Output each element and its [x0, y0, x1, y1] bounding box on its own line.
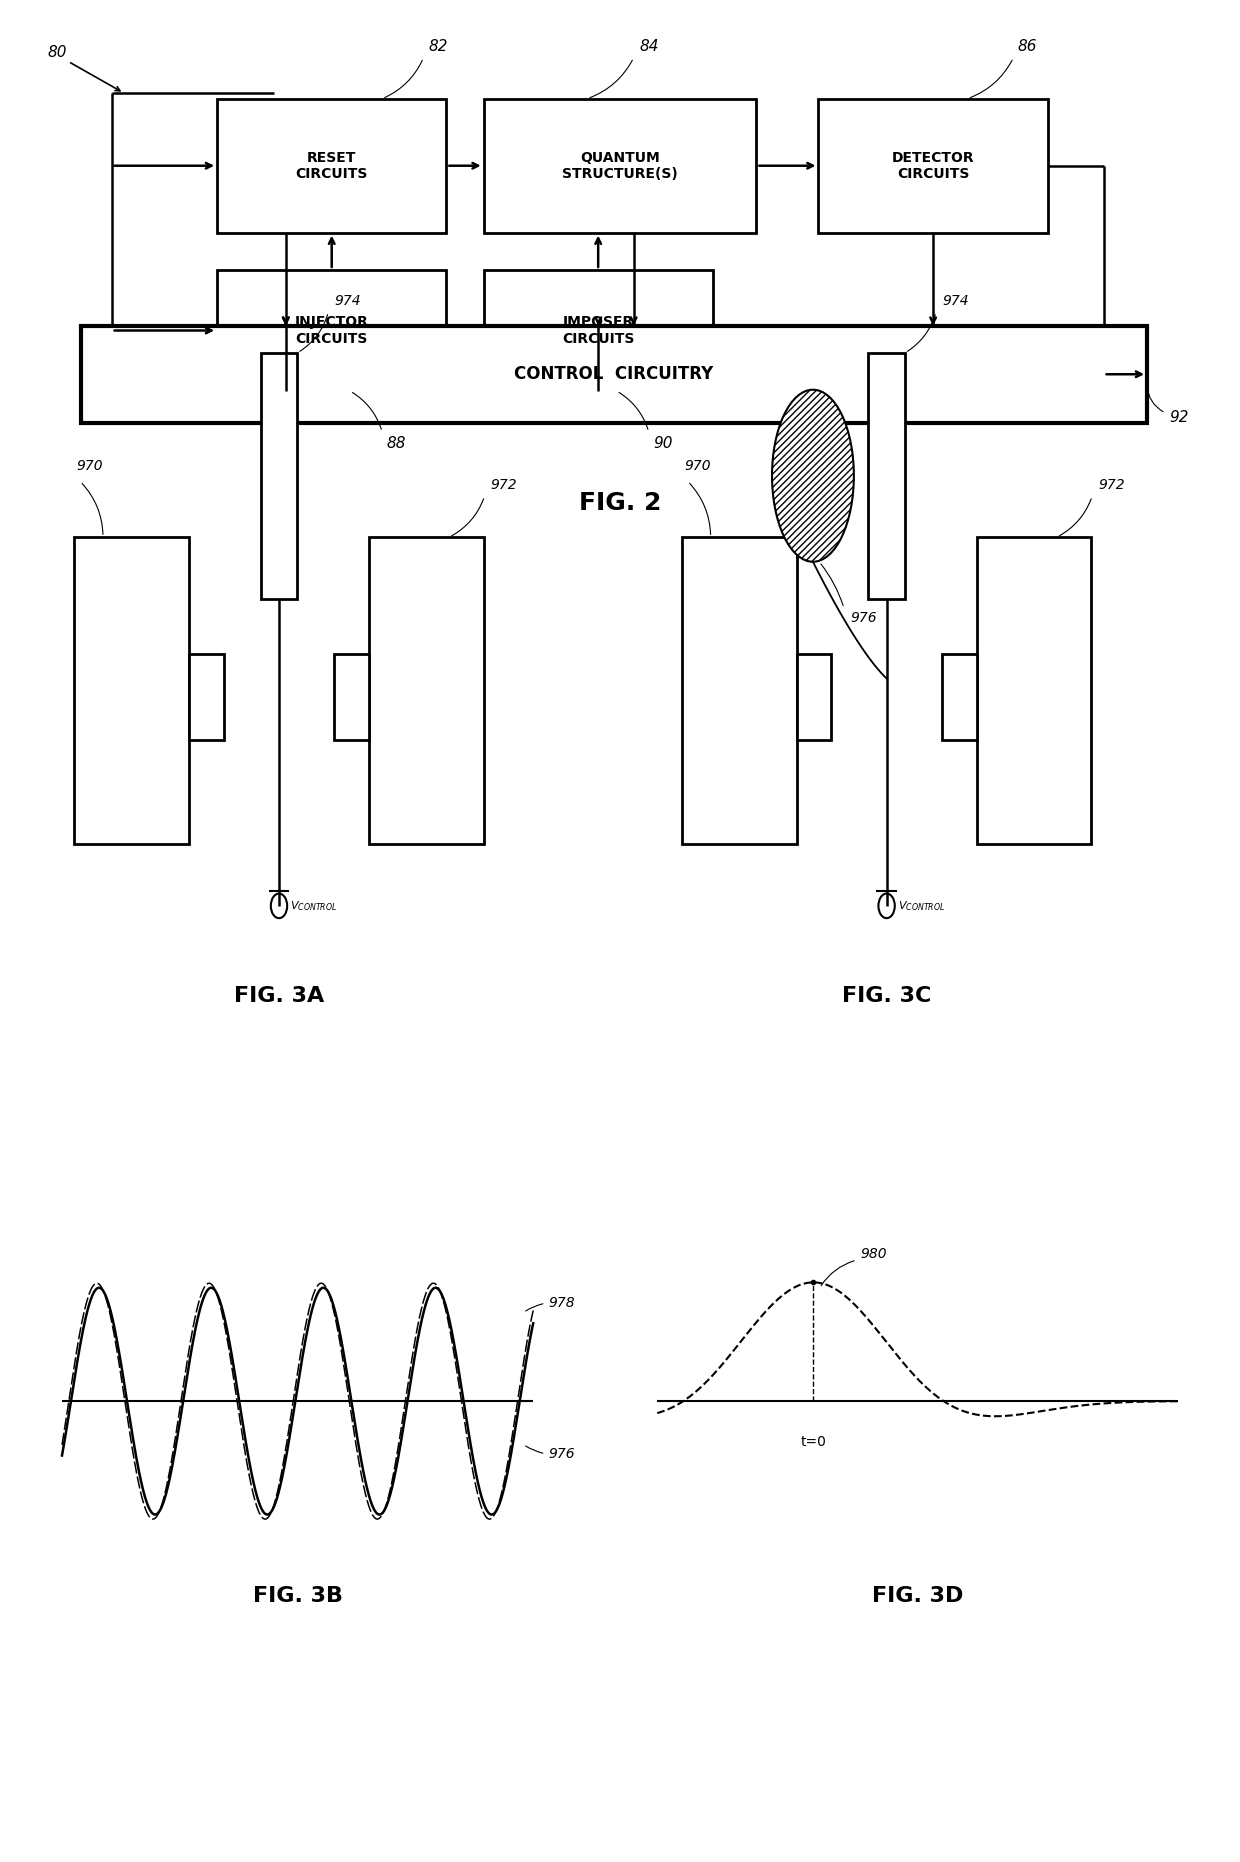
Text: QUANTUM
STRUCTURE(S): QUANTUM STRUCTURE(S): [562, 151, 678, 181]
FancyBboxPatch shape: [868, 352, 905, 598]
Text: $V_{CONTROL}$: $V_{CONTROL}$: [898, 899, 945, 912]
Text: INJECTOR
CIRCUITS: INJECTOR CIRCUITS: [295, 315, 368, 346]
FancyBboxPatch shape: [796, 654, 831, 739]
Text: 88: 88: [387, 436, 407, 451]
FancyBboxPatch shape: [818, 99, 1048, 233]
FancyBboxPatch shape: [370, 536, 484, 845]
FancyBboxPatch shape: [484, 99, 756, 233]
Text: 82: 82: [428, 39, 448, 54]
Text: FIG. 3A: FIG. 3A: [234, 987, 324, 1005]
Text: RESET
CIRCUITS: RESET CIRCUITS: [295, 151, 368, 181]
Text: 86: 86: [1018, 39, 1038, 54]
Text: 970: 970: [684, 460, 711, 473]
Text: 92: 92: [1169, 410, 1189, 425]
Text: 980: 980: [861, 1248, 887, 1261]
Text: 974: 974: [942, 294, 968, 307]
Text: 84: 84: [639, 39, 658, 54]
Text: t=0: t=0: [801, 1436, 826, 1449]
FancyBboxPatch shape: [81, 326, 1147, 423]
Text: FIG. 3D: FIG. 3D: [872, 1586, 963, 1605]
Text: 978: 978: [548, 1296, 574, 1311]
Text: IMPOSER
CIRCUITS: IMPOSER CIRCUITS: [562, 315, 635, 346]
FancyBboxPatch shape: [682, 536, 796, 845]
Text: 972: 972: [491, 479, 517, 492]
Text: FIG. 3C: FIG. 3C: [842, 987, 931, 1005]
FancyBboxPatch shape: [977, 536, 1091, 845]
FancyBboxPatch shape: [217, 99, 446, 233]
FancyBboxPatch shape: [217, 270, 446, 391]
FancyBboxPatch shape: [74, 536, 188, 845]
FancyBboxPatch shape: [942, 654, 977, 739]
Text: 972: 972: [1099, 479, 1125, 492]
Text: FIG. 2: FIG. 2: [579, 492, 661, 514]
FancyBboxPatch shape: [188, 654, 223, 739]
Text: 974: 974: [335, 294, 361, 307]
FancyBboxPatch shape: [335, 654, 370, 739]
Text: 976: 976: [548, 1447, 574, 1462]
Text: 80: 80: [47, 45, 67, 60]
Text: 90: 90: [653, 436, 673, 451]
Text: 970: 970: [77, 460, 103, 473]
Ellipse shape: [773, 389, 854, 562]
FancyBboxPatch shape: [260, 352, 298, 598]
FancyBboxPatch shape: [484, 270, 713, 391]
Text: CONTROL  CIRCUITRY: CONTROL CIRCUITRY: [515, 365, 713, 384]
Text: FIG. 3B: FIG. 3B: [253, 1586, 342, 1605]
Text: 976: 976: [851, 611, 877, 624]
Text: $V_{CONTROL}$: $V_{CONTROL}$: [290, 899, 337, 912]
Text: DETECTOR
CIRCUITS: DETECTOR CIRCUITS: [892, 151, 975, 181]
